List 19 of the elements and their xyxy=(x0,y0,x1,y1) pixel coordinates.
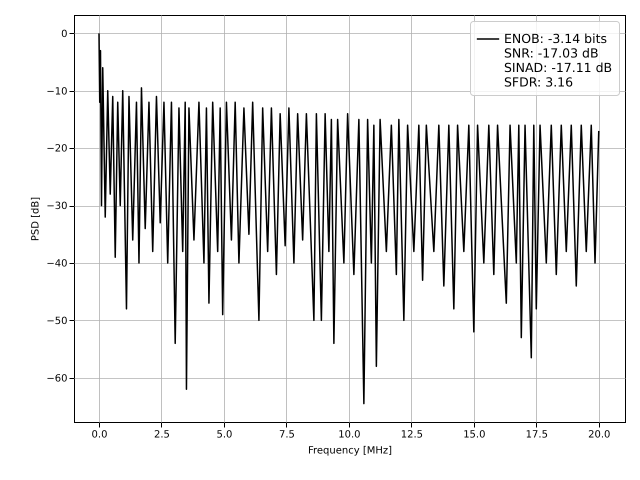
x-axis-title: Frequency [MHz] xyxy=(308,446,392,456)
y-tick-label: 0 xyxy=(61,28,68,40)
x-tick-label: 0.0 xyxy=(92,430,108,440)
y-tick-label: −50 xyxy=(46,316,68,327)
x-tick-label: 2.5 xyxy=(154,430,170,440)
y-tick-label: −20 xyxy=(46,144,68,155)
x-tick-label: 12.5 xyxy=(400,430,423,440)
x-tick-label: 10.0 xyxy=(338,430,361,440)
x-tick-label: 5.0 xyxy=(216,430,232,440)
y-tick-label: −40 xyxy=(46,258,68,270)
y-tick-label: −30 xyxy=(46,201,68,212)
y-tick-label: −10 xyxy=(46,86,68,98)
x-tick-label: 7.5 xyxy=(278,430,295,440)
legend-label: ENOB: -3.14 bits SNR: -17.03 dB SINAD: -17.11 dB SFDR: 3.16 xyxy=(504,31,612,90)
x-tick-label: 20.0 xyxy=(588,430,610,440)
x-tick-label: 17.5 xyxy=(526,430,548,440)
y-axis-title: PSD [dB] xyxy=(30,196,42,242)
x-tick-label: 15.0 xyxy=(463,430,486,440)
y-tick-label: −60 xyxy=(46,373,68,384)
